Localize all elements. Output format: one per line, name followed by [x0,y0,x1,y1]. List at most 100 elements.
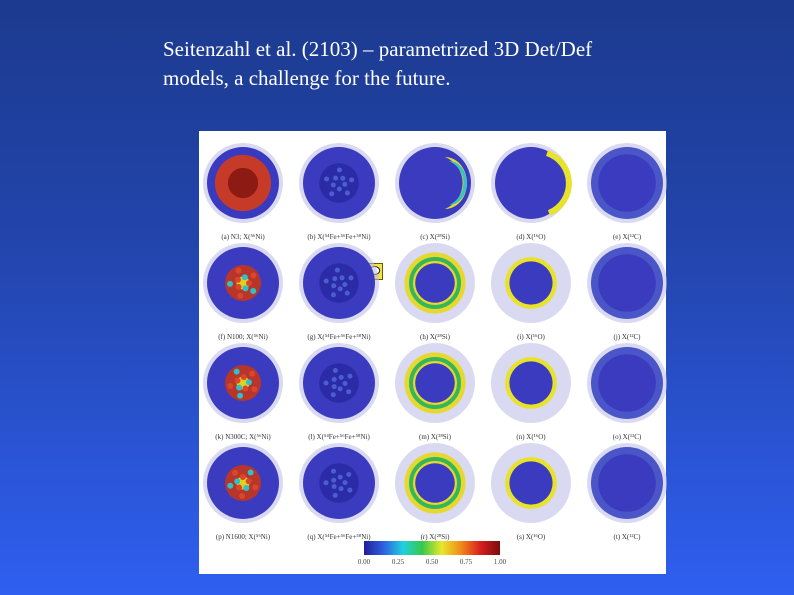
plot-speckle [245,478,252,485]
plot-layer [598,254,656,312]
title-line-2: models, a challenge for the future. [163,66,451,90]
figure-caption: (n) X(¹⁶O) [516,433,546,441]
figure-cell: (r) X(²⁸Si) [387,443,483,543]
plot-speckle [250,288,257,294]
plot-speckle [349,177,355,183]
figure-cell: (b) X(⁵⁴Fe+⁵⁶Fe+⁵⁸Ni) [291,143,387,243]
plot-speckle [236,484,243,491]
simulation-plot [395,343,475,423]
plot-speckle [332,492,338,498]
figure-cell: (q) X(⁵⁴Fe+⁵⁶Fe+⁵⁸Ni) [291,443,387,543]
figure-cell: (s) X(¹⁶O) [483,443,579,543]
plot-speckle [324,176,330,182]
figure-cell: (h) X(²⁸Si) [387,243,483,343]
plot-speckle [340,175,346,181]
plot-ring [409,357,461,409]
plot-speckle [330,182,336,188]
plot-speckle [240,374,247,381]
plot-speckle [342,181,348,187]
figure-cell: (f) N100; X(⁵⁶Ni) [195,243,291,343]
plot-layer [598,154,656,212]
plot-speckle [237,292,244,299]
plot-speckle [347,487,353,493]
simulation-plot [587,143,667,223]
plot-speckle [235,267,242,274]
simulation-plot [491,343,571,423]
colorbar-tick-label: 0.50 [425,558,439,566]
plot-rim [545,150,572,216]
plot-speckle [339,275,345,281]
plot-layer [509,261,553,305]
figure-caption: (g) X(⁵⁴Fe+⁵⁶Fe+⁵⁸Ni) [307,333,371,341]
simulation-plot [587,243,667,323]
figure-cell: (n) X(¹⁶O) [483,343,579,443]
colorbar-tick-label: 0.00 [357,558,371,566]
plot-speckle [246,280,252,287]
plot-speckle [227,382,234,389]
plot-speckle [344,190,350,196]
plot-speckle [235,283,242,290]
title-line-1: Seitenzahl et al. (2103) – parametrized … [163,37,593,61]
simulation-plot [491,243,571,323]
plot-speckle [241,274,248,281]
figure-caption: (k) N300C; X(⁵⁶Ni) [215,433,271,441]
simulation-plot [491,443,571,523]
figure-cell: (c) X(²⁸Si) [387,143,483,243]
plot-speckle [346,389,352,395]
figure-caption: (m) X(²⁸Si) [419,433,451,441]
plot-speckle [236,384,243,391]
plot-speckle [337,286,343,292]
figure-cell: (a) N3; X(⁵⁶Ni) [195,143,291,243]
plot-speckle [337,474,343,480]
plot-speckle [331,477,337,483]
simulation-plot [203,243,283,323]
figure-cell: (t) X(¹²C) [579,443,675,543]
simulation-figure: (a) N3; X(⁵⁶Ni) (b) X(⁵⁴Fe+⁵⁶Fe+⁵⁸Ni) (c) … [199,131,667,574]
plot-layer [509,361,553,405]
plot-speckle [334,267,340,273]
figure-caption: (h) X(²⁸Si) [419,333,450,341]
plot-speckle [242,385,249,392]
plot-ring [409,257,461,309]
plot-speckle [323,380,329,386]
figure-cell: (g) X(⁵⁴Fe+⁵⁶Fe+⁵⁸Ni) [291,243,387,343]
plot-speckle [338,374,344,380]
figure-caption: (p) N1600; X(⁵⁶Ni) [215,533,271,541]
figure-caption: (d) X(¹⁶O) [516,233,546,241]
plot-layer [495,147,567,219]
figure-caption: (e) X(¹²C) [612,233,642,241]
simulation-plot [299,443,379,523]
colorbar-tick-label: 0.25 [391,558,405,566]
plot-layer [227,167,259,199]
plot-speckle [342,381,348,386]
plot-speckle [333,175,339,181]
simulation-plot [299,243,379,323]
plot-speckle [330,392,336,398]
simulation-plot [299,143,379,223]
plot-speckle [336,186,342,192]
simulation-plot [299,343,379,423]
figure-caption: (c) X(²⁸Si) [420,233,450,241]
plot-speckle [243,485,250,491]
figure-cell: (o) X(¹²C) [579,343,675,443]
plot-layer [415,363,455,403]
simulation-plot [587,443,667,523]
simulation-plot [491,143,572,223]
plot-speckle [232,469,238,476]
colorbar-gradient [364,541,500,555]
figure-cell: (j) X(¹²C) [579,243,675,343]
plot-speckle [331,376,337,382]
plot-speckle [227,482,234,489]
plot-speckle [245,379,252,386]
plot-speckle [233,368,240,375]
figure-caption: (i) X(¹⁶O) [517,333,545,341]
simulation-plot [203,143,283,223]
simulation-plot [587,343,667,423]
figure-caption: (b) X(⁵⁴Fe+⁵⁶Fe+⁵⁸Ni) [307,233,371,241]
plot-speckle [237,392,244,399]
plot-speckle [234,377,241,384]
plot-speckle [323,480,329,486]
plot-speckle [346,472,352,477]
plot-speckle [331,484,337,489]
figure-caption: (o) X(¹²C) [612,433,642,441]
